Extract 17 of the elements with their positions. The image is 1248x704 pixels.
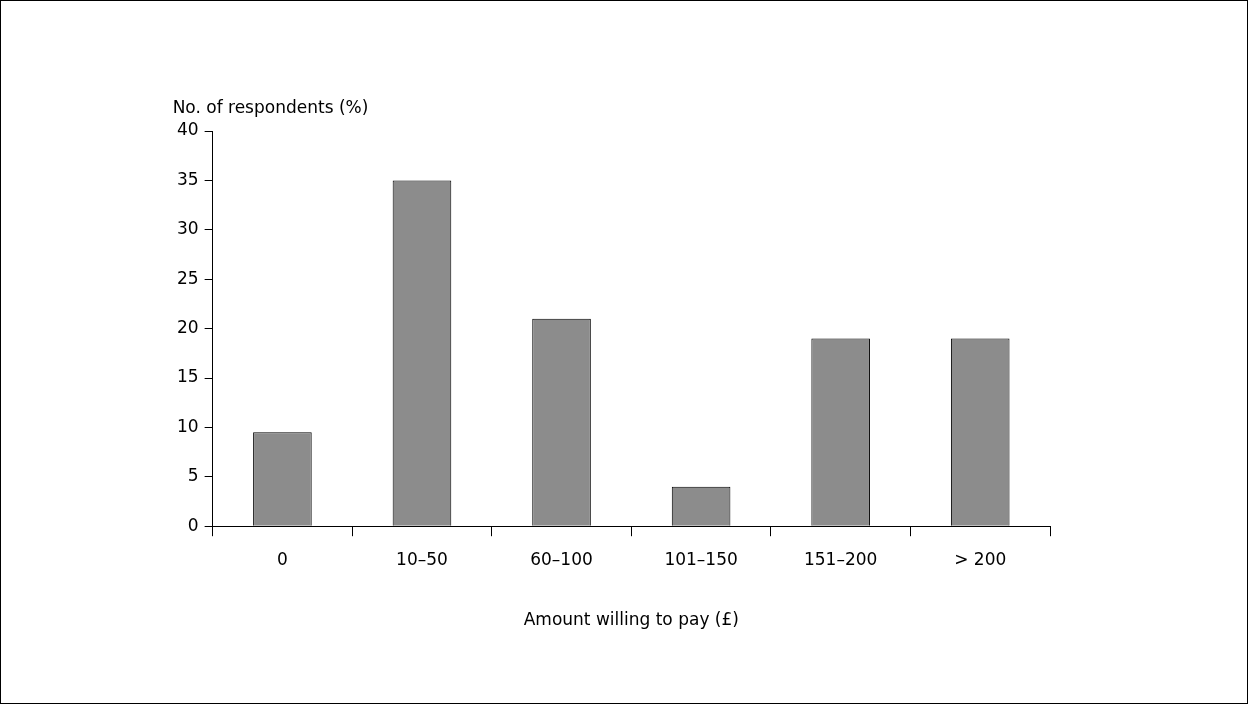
y-tick-label: 35 <box>176 168 199 189</box>
y-tick-label: 25 <box>176 267 199 288</box>
y-tick-label: 10 <box>176 415 199 436</box>
y-axis-title: No. of respondents (%) <box>172 96 369 117</box>
x-tick-label: > 200 <box>954 548 1007 569</box>
y-tick-label: 0 <box>187 514 199 535</box>
x-axis-title: Amount willing to pay (£) <box>523 609 739 630</box>
y-tick-label: 5 <box>187 465 199 486</box>
x-tick-label: 10–50 <box>396 548 448 569</box>
y-tick-label: 40 <box>176 119 199 140</box>
y-tick-label: 30 <box>176 218 199 239</box>
y-tick-label: 20 <box>176 317 199 338</box>
y-tick-label: 15 <box>176 366 199 387</box>
x-tick-label: 60–100 <box>530 548 593 569</box>
x-tick-label: 101–150 <box>664 548 738 569</box>
x-tick-label: 0 <box>277 548 288 569</box>
x-tick-label: 151–200 <box>803 548 878 569</box>
